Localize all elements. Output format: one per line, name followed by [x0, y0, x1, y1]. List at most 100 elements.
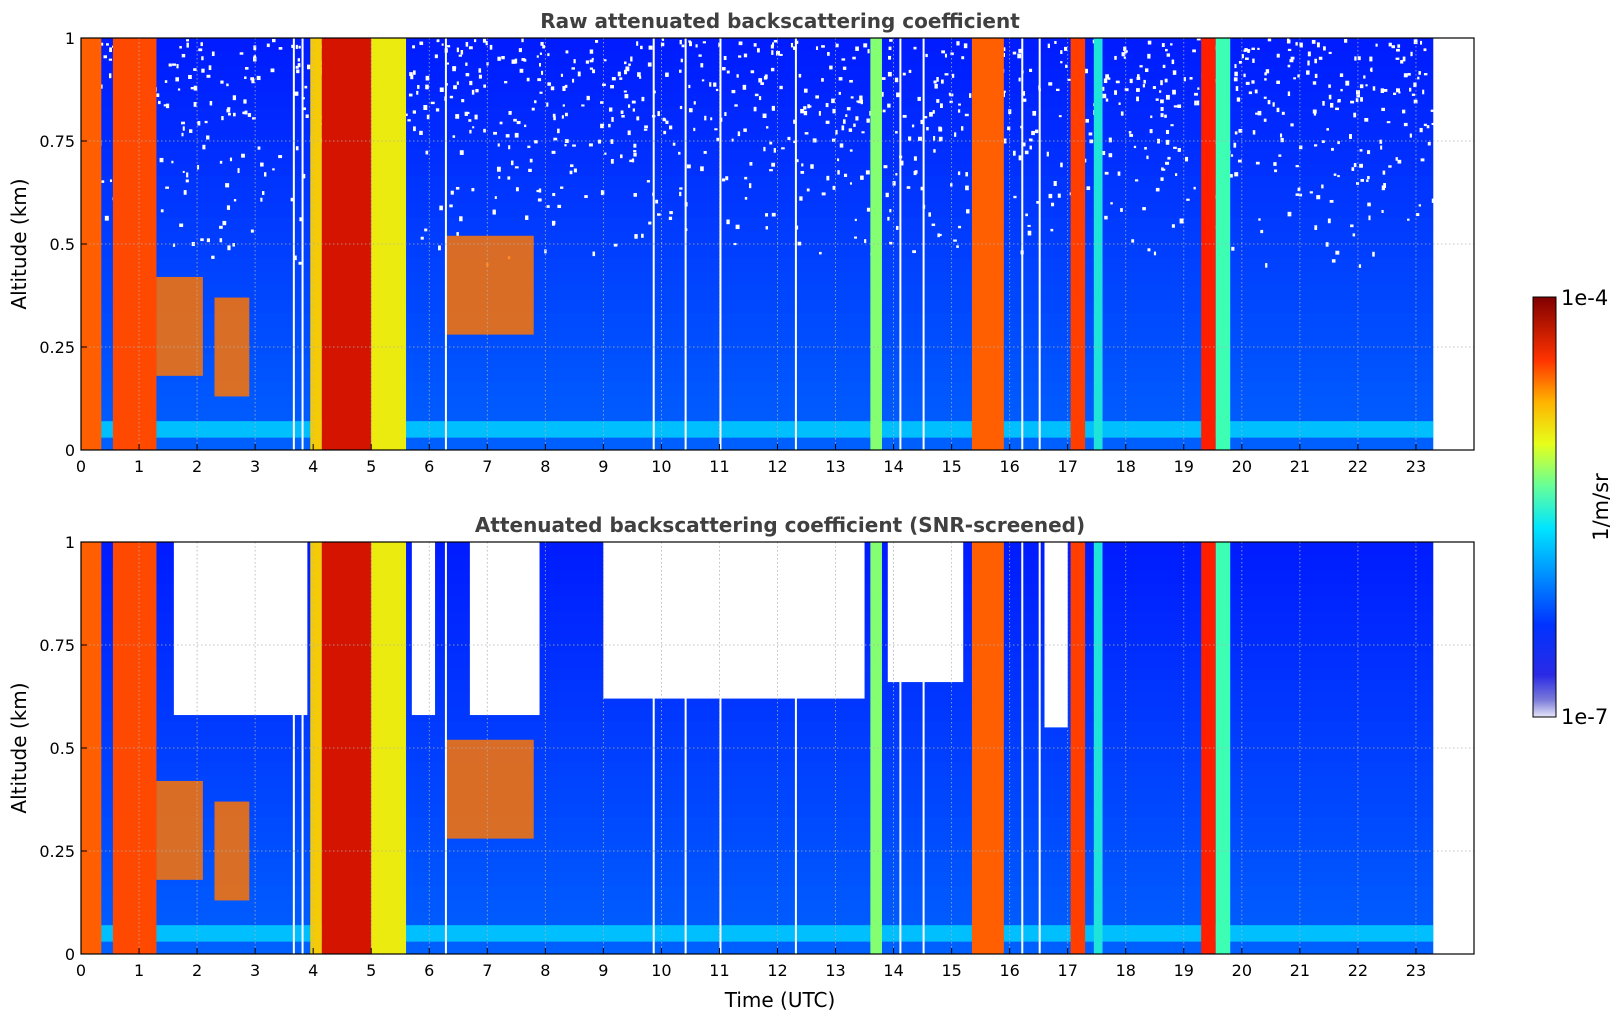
x-tick-label: 17 [1058, 457, 1078, 476]
noise-pixel [1328, 94, 1332, 100]
noise-pixel [849, 79, 853, 83]
noise-pixel [641, 233, 644, 238]
background-layer [81, 271, 1434, 286]
noise-pixel [849, 182, 852, 185]
noise-pixel [527, 145, 531, 148]
noise-pixel [204, 120, 208, 124]
noise-pixel [856, 100, 860, 103]
noise-pixel [779, 85, 783, 90]
noise-pixel [501, 56, 505, 60]
noise-pixel [956, 41, 960, 46]
noise-pixel [1048, 193, 1053, 199]
noise-pixel [158, 100, 161, 105]
noise-pixel [881, 77, 886, 80]
signal-column [1201, 542, 1216, 954]
noise-pixel [754, 93, 759, 97]
noise-pixel [1115, 80, 1120, 84]
background-layer [81, 436, 1434, 450]
noise-pixel [471, 188, 475, 192]
background-layer [81, 51, 1434, 66]
noise-pixel [604, 152, 607, 155]
noise-pixel [610, 139, 614, 144]
noise-pixel [1382, 170, 1386, 175]
noise-pixel [713, 82, 717, 87]
noise-pixel [1245, 81, 1250, 85]
background-layer [81, 871, 1434, 886]
noise-pixel [179, 223, 184, 227]
noise-pixel [447, 45, 451, 48]
x-tick-label: 2 [192, 961, 202, 980]
noise-pixel [1400, 60, 1404, 64]
noise-pixel [1255, 161, 1260, 165]
signal-column [371, 542, 407, 954]
background-layer [81, 120, 1434, 135]
noise-pixel [446, 62, 450, 65]
noise-pixel [1366, 179, 1369, 182]
noise-pixel [700, 63, 704, 68]
noise-pixel [528, 168, 532, 172]
noise-pixel [1064, 46, 1068, 51]
noise-pixel [1257, 110, 1262, 116]
noise-pixel [1085, 118, 1089, 123]
noise-pixel [1233, 77, 1238, 82]
noise-pixel [1051, 202, 1055, 207]
noise-pixel [1345, 80, 1350, 86]
noise-pixel [1022, 98, 1027, 102]
noise-pixel [958, 225, 962, 229]
noise-pixel [1162, 64, 1166, 69]
noise-pixel [185, 179, 189, 183]
noise-pixel [591, 57, 594, 61]
noise-pixel [1420, 40, 1423, 45]
noise-pixel [1012, 51, 1017, 55]
noise-pixel [657, 111, 660, 117]
noise-pixel [1185, 156, 1189, 162]
noise-pixel [511, 59, 516, 64]
noise-pixel [1274, 169, 1278, 173]
noise-pixel [1299, 42, 1303, 48]
noise-pixel [821, 45, 825, 48]
noise-pixel [1047, 43, 1050, 49]
noise-pixel [1350, 100, 1355, 104]
noise-pixel [632, 108, 635, 112]
noise-pixel [441, 43, 444, 46]
noise-pixel [803, 110, 808, 116]
noise-pixel [516, 120, 521, 125]
noise-pixel [239, 52, 244, 55]
noise-pixel [621, 115, 625, 118]
noise-pixel [800, 170, 805, 174]
background-layer [81, 326, 1434, 341]
noise-pixel [900, 160, 904, 166]
noise-pixel [1155, 98, 1159, 101]
noise-pixel [1120, 208, 1123, 212]
noise-pixel [669, 211, 673, 215]
x-tick-label: 11 [709, 961, 729, 980]
noise-pixel [633, 150, 637, 153]
noise-pixel [299, 217, 303, 222]
noise-pixel [1170, 124, 1174, 127]
noise-pixel [412, 110, 416, 114]
noise-pixel [731, 89, 736, 94]
noise-pixel [293, 255, 297, 261]
noise-pixel [471, 89, 475, 95]
noise-pixel [1298, 193, 1303, 197]
noise-pixel [459, 150, 464, 155]
noise-pixel [219, 225, 223, 229]
noise-pixel [564, 84, 568, 88]
noise-pixel [1368, 215, 1371, 221]
noise-pixel [1103, 78, 1108, 84]
noise-pixel [1161, 168, 1166, 171]
noise-pixel [1251, 80, 1255, 84]
noise-pixel [953, 239, 957, 242]
colorbar-min-label: 1e-7 [1561, 705, 1608, 729]
noise-pixel [1057, 193, 1061, 198]
noise-pixel [1136, 76, 1141, 80]
noise-pixel [1196, 100, 1200, 106]
noise-pixel [769, 141, 773, 145]
x-tick-label: 20 [1232, 457, 1252, 476]
noise-pixel [1031, 130, 1035, 136]
noise-pixel [1177, 104, 1182, 108]
noise-pixel [964, 113, 969, 117]
noise-pixel [1060, 61, 1063, 64]
noise-pixel [1252, 58, 1255, 63]
noise-pixel [857, 100, 862, 104]
